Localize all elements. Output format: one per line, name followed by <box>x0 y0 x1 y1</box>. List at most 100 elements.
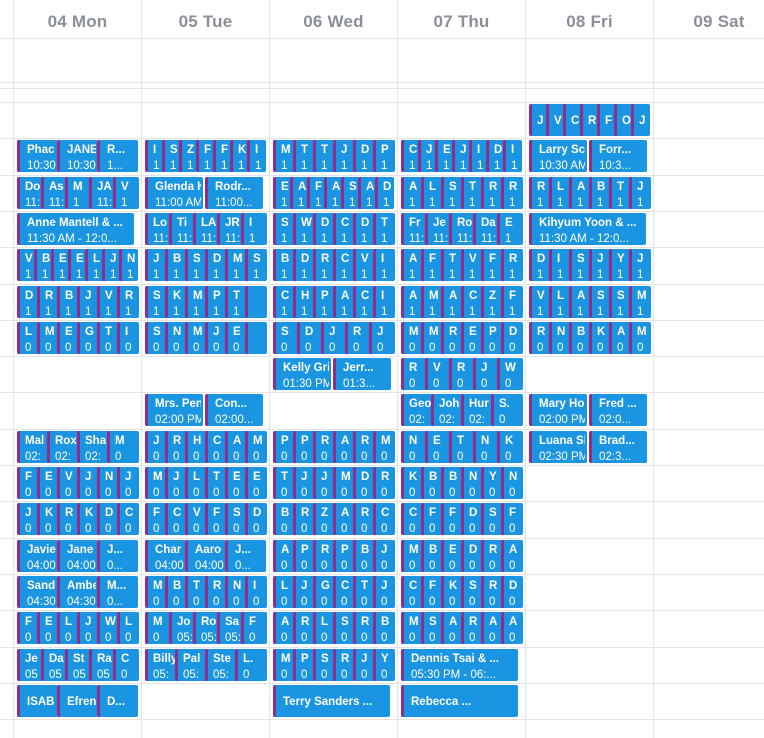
calendar-event[interactable]: Kihyum Yoon & ... 11:30 AM - 12:0... <box>529 213 646 245</box>
calendar-event[interactable]: J... 0... <box>97 540 138 572</box>
calendar-event[interactable]: JR 11: <box>217 213 243 245</box>
calendar-event[interactable]: Lo 11: <box>145 213 171 245</box>
calendar-event[interactable]: Je 05 <box>17 649 43 681</box>
calendar-event[interactable]: J <box>529 104 548 136</box>
calendar-event[interactable]: Ste 05: <box>205 649 237 681</box>
day-header-tue[interactable]: 05 Tue <box>178 12 233 31</box>
calendar-event[interactable]: Ambe 04:30 <box>57 576 98 608</box>
calendar-event[interactable]: JA 11: <box>89 177 115 209</box>
calendar-event[interactable]: Fr 11: <box>401 213 427 245</box>
calendar-event[interactable]: S. 0 <box>491 394 523 426</box>
calendar-event[interactable]: O <box>614 104 633 136</box>
calendar-event[interactable]: Sand 04:30 <box>17 576 58 608</box>
calendar-event[interactable]: J... 0... <box>225 540 266 572</box>
calendar-event[interactable]: Ro 05: <box>193 612 219 644</box>
calendar-event[interactable]: Rodr... 11:00... <box>205 177 263 209</box>
calendar-event[interactable]: Jane 04:00 <box>57 540 98 572</box>
calendar-event[interactable] <box>245 286 267 318</box>
calendar-event[interactable]: R <box>580 104 599 136</box>
calendar-event[interactable]: Char 04:00 <box>145 540 186 572</box>
calendar-event[interactable]: D... <box>97 685 138 717</box>
calendar-event[interactable]: ISAB <box>17 685 58 717</box>
calendar-event[interactable]: Glenda K 11:00 AM <box>145 177 203 209</box>
calendar-event[interactable]: Brad... 02:3... <box>589 431 647 463</box>
